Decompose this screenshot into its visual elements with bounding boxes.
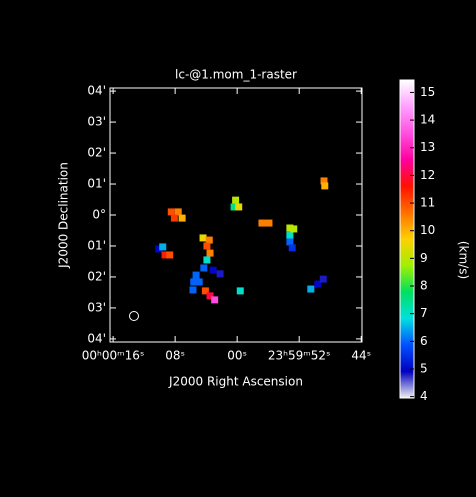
- x-tick-label: 23ʰ59ᵐ52ˢ: [268, 349, 331, 363]
- pixel: [189, 286, 197, 294]
- colorbar-tick-label: 6: [420, 334, 428, 348]
- pixel: [286, 238, 294, 246]
- pixel: [201, 287, 209, 295]
- pixel: [170, 214, 178, 222]
- colorbar-tick-label: 4: [420, 389, 428, 403]
- y-tick-label: 03': [87, 115, 106, 129]
- colorbar-tick-label: 5: [420, 361, 428, 375]
- pixel: [199, 234, 207, 242]
- pixel: [286, 231, 294, 239]
- x-tick-label: 08ˢ: [165, 349, 185, 363]
- pixel: [161, 251, 169, 259]
- pixel: [203, 256, 211, 264]
- pixel: [290, 225, 298, 233]
- pixel: [235, 203, 243, 211]
- y-tick-label: 04': [87, 84, 106, 98]
- colorbar-tick-label: 13: [420, 140, 435, 154]
- pixel: [167, 208, 175, 216]
- colorbar-tick-label: 9: [420, 251, 428, 265]
- pixel: [190, 278, 198, 286]
- pixel: [286, 224, 294, 232]
- pixel: [230, 203, 238, 211]
- pixel: [321, 182, 329, 190]
- colorbar-label: (km/s): [457, 241, 471, 279]
- y-tick-label: 01': [87, 238, 106, 252]
- pixel: [319, 275, 327, 283]
- colorbar-tick-label: 8: [420, 279, 428, 293]
- pixel: [178, 214, 186, 222]
- pixel: [209, 266, 217, 274]
- y-tick-label: 0°: [92, 208, 106, 222]
- pixel: [195, 278, 203, 286]
- pixel: [288, 244, 296, 252]
- colorbar-tick-label: 15: [420, 85, 435, 99]
- colorbar-tick-label: 11: [420, 196, 435, 210]
- colorbar-tick-label: 7: [420, 306, 428, 320]
- colorbar-tick-label: 10: [420, 223, 435, 237]
- pixel: [206, 292, 214, 300]
- pixel: [155, 245, 163, 253]
- colorbar-tick-label: 14: [420, 113, 435, 127]
- pixel: [166, 251, 174, 259]
- x-tick-label: 44ˢ: [351, 349, 371, 363]
- pixel: [174, 208, 182, 216]
- y-tick-label: 01': [87, 177, 106, 191]
- x-axis-label: J2000 Right Ascension: [168, 375, 303, 389]
- beam: [129, 311, 139, 321]
- pixel: [211, 296, 219, 304]
- pixel: [206, 249, 214, 257]
- pixel: [258, 219, 266, 227]
- pixel: [232, 196, 240, 204]
- plot-frame: [109, 87, 363, 343]
- colorbar-tick-label: 12: [420, 168, 435, 182]
- pixel: [200, 264, 208, 272]
- pixel: [159, 243, 167, 251]
- y-tick-label: 04': [87, 331, 106, 345]
- pixel: [205, 236, 213, 244]
- pixel: [307, 285, 315, 293]
- pixel: [314, 280, 322, 288]
- pixel: [265, 219, 273, 227]
- pixel: [216, 270, 224, 278]
- pixel: [236, 287, 244, 295]
- pixel: [203, 242, 211, 250]
- pixel: [320, 177, 328, 185]
- pixel: [192, 271, 200, 279]
- x-tick-label: 00ˢ: [227, 349, 247, 363]
- chart-title: lc-@1.mom_1-raster: [175, 68, 297, 82]
- colorbar: [399, 79, 415, 399]
- y-axis-label: J2000 Declination: [57, 162, 71, 269]
- y-tick-label: 03': [87, 300, 106, 314]
- y-tick-label: 02': [87, 146, 106, 160]
- y-tick-label: 02': [87, 269, 106, 283]
- x-tick-label: 00ʰ00ᵐ16ˢ: [82, 349, 145, 363]
